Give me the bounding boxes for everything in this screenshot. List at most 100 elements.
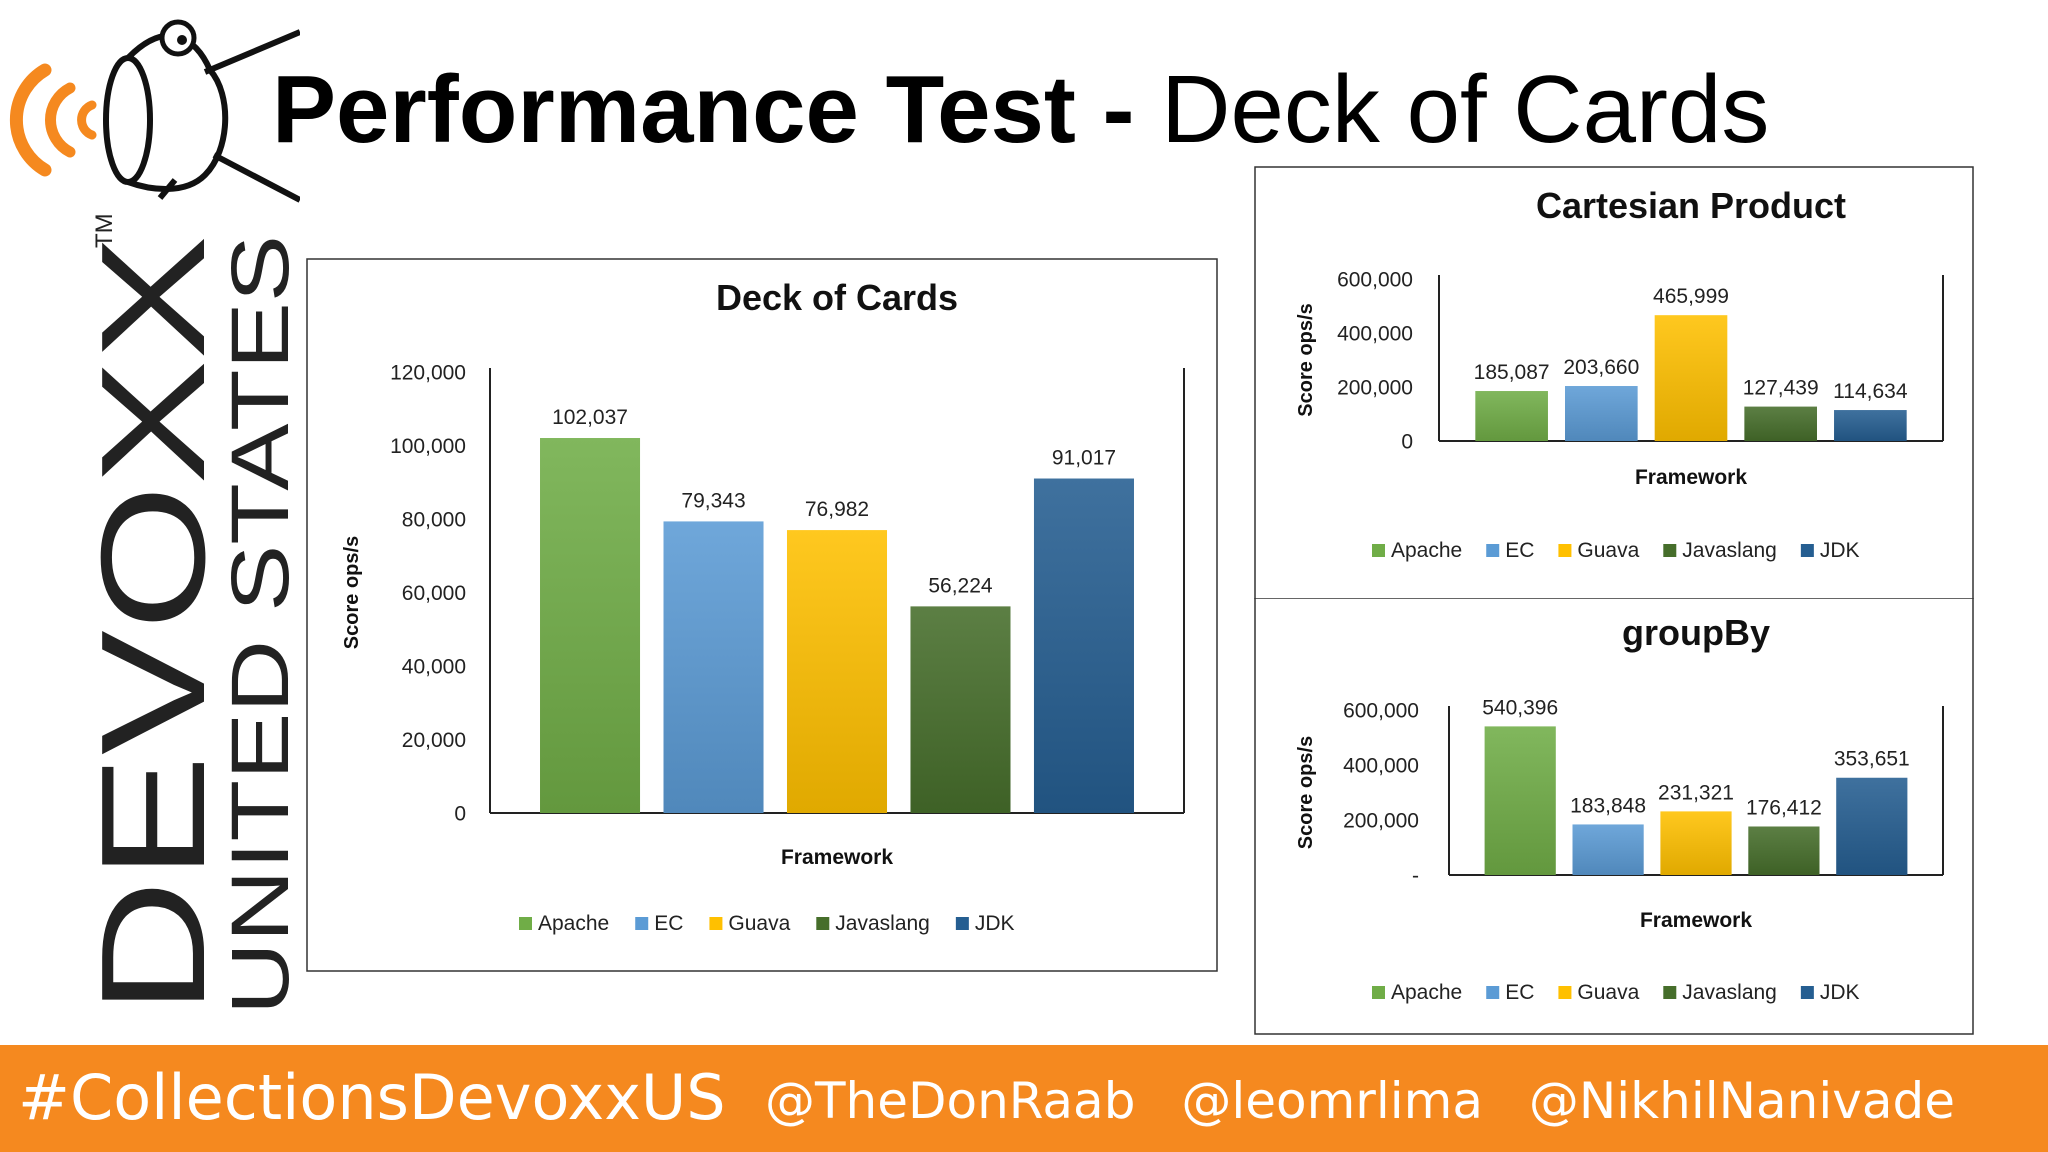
slide-title: Performance Test - Deck of Cards: [272, 55, 1769, 165]
legend-label: Apache: [1391, 981, 1462, 1004]
legend-label: JDK: [975, 912, 1015, 935]
legend-swatch: [1558, 986, 1572, 999]
legend-label: Javaslang: [1682, 539, 1777, 562]
y-tick-label: 60,000: [402, 582, 466, 605]
data-label: 114,634: [1833, 380, 1908, 403]
y-tick-label: 20,000: [402, 729, 466, 752]
handle-leomrlima: @leomrlima: [1181, 1072, 1483, 1130]
legend-swatch: [1800, 986, 1814, 999]
legend: Apache EC Guava Javaslang JDK: [519, 912, 1015, 935]
legend-label: EC: [654, 912, 683, 935]
data-label: 203,660: [1563, 356, 1639, 379]
legend-item-ec: EC: [1486, 981, 1534, 1004]
handle-nikhilnanivade: @NikhilNanivade: [1528, 1072, 1955, 1130]
bar-jdk: [1836, 777, 1908, 875]
chart-title: Cartesian Product: [1536, 185, 1846, 226]
bar-guava: [1654, 315, 1728, 441]
bar-jdk: [1033, 478, 1134, 813]
y-tick-label: 400,000: [1337, 322, 1413, 345]
y-tick-label: 0: [454, 802, 466, 825]
bar-apache: [540, 438, 641, 813]
logo-brand-text: DEVOXX: [71, 235, 236, 1015]
twitter-handles: @TheDonRaab @leomrlima @NikhilNanivade: [765, 1073, 1985, 1129]
y-axis-label: Score ops/s: [1295, 736, 1317, 849]
bar-javaslang: [1748, 826, 1820, 875]
footer-bar: #CollectionsDevoxxUS @TheDonRaab @leomrl…: [0, 1045, 2048, 1152]
bar-ec: [663, 521, 764, 813]
legend-label: Apache: [538, 912, 609, 935]
y-axis-label: Score ops/s: [1295, 303, 1317, 416]
data-label: 102,037: [552, 406, 628, 429]
legend-swatch: [955, 917, 969, 930]
legend-swatch: [1486, 544, 1500, 557]
data-label: 185,087: [1474, 361, 1550, 384]
chart-title: Deck of Cards: [716, 277, 958, 318]
data-label: 465,999: [1653, 285, 1729, 308]
bar-ec: [1572, 824, 1644, 875]
bar-jdk: [1834, 410, 1907, 441]
bar-ec: [1565, 386, 1638, 441]
legend-item-jdk: JDK: [1800, 539, 1860, 562]
legend-swatch: [1558, 544, 1572, 557]
legend-swatch: [1663, 544, 1677, 557]
legend-item-jdk: JDK: [1800, 981, 1860, 1004]
slide-title-light: Deck of Cards: [1161, 56, 1770, 163]
legend-label: Javaslang: [1682, 981, 1777, 1004]
legend-swatch: [1372, 544, 1385, 557]
groupby-chart: groupBy - 200,000 400,000 600,000 540,396 183,…: [1254, 598, 1974, 1035]
legend-swatch: [635, 917, 649, 930]
y-tick-label: 600,000: [1343, 699, 1419, 722]
chart-frame: [1254, 166, 1974, 599]
bar-guava: [786, 530, 888, 813]
bar-javaslang: [910, 606, 1011, 813]
chart-title: groupBy: [1622, 612, 1770, 653]
legend-label: Guava: [1577, 981, 1639, 1004]
slide-title-bold: Performance Test -: [272, 56, 1135, 163]
y-tick-label: 80,000: [402, 508, 466, 531]
legend-item-apache: Apache: [519, 912, 609, 935]
bar-javaslang: [1744, 406, 1817, 441]
y-tick-label: 200,000: [1337, 376, 1413, 399]
y-tick-label: 0: [1401, 430, 1413, 453]
devoxx-logo: DEVOXX UNITED STATES TM: [9, 19, 300, 1015]
data-label: 91,017: [1052, 447, 1116, 470]
legend-item-ec: EC: [1486, 539, 1534, 562]
legend-item-javaslang: Javaslang: [816, 912, 930, 935]
y-tick-label: 200,000: [1343, 809, 1419, 832]
legend-item-guava: Guava: [709, 912, 791, 935]
y-axis-label: Score ops/s: [341, 536, 363, 649]
y-tick-label: 400,000: [1343, 754, 1419, 777]
legend-swatch: [519, 917, 532, 930]
legend-item-javaslang: Javaslang: [1663, 539, 1777, 562]
devoxx-mascot-icon: [9, 19, 300, 203]
legend-item-javaslang: Javaslang: [1663, 981, 1777, 1004]
y-tick-label: 120,000: [390, 361, 466, 384]
legend-swatch: [816, 917, 830, 930]
data-label: 56,224: [928, 574, 993, 597]
legend-item-apache: Apache: [1372, 539, 1462, 562]
logo-trademark: TM: [91, 213, 118, 248]
data-label: 176,412: [1746, 796, 1822, 819]
data-label: 540,396: [1482, 696, 1558, 719]
x-axis-label: Framework: [781, 846, 893, 869]
cartesian-product-chart: Cartesian Product 0 200,000 400,000 600,000 1…: [1254, 166, 1974, 599]
deck-of-cards-chart: Deck of Cards 0 20,000 40,000 60,000 80,000 10…: [306, 258, 1218, 972]
y-tick-label: -: [1412, 864, 1419, 887]
legend-swatch: [709, 917, 723, 930]
data-label: 79,343: [681, 489, 745, 512]
y-tick-label: 100,000: [390, 435, 466, 458]
legend-item-guava: Guava: [1558, 981, 1640, 1004]
data-label: 353,651: [1834, 748, 1910, 771]
legend-swatch: [1372, 986, 1385, 999]
legend-item-jdk: JDK: [955, 912, 1015, 935]
legend-label: JDK: [1820, 981, 1860, 1004]
y-tick-label: 40,000: [402, 655, 466, 678]
bar-apache: [1475, 391, 1548, 441]
data-label: 231,321: [1658, 781, 1734, 804]
legend-swatch: [1486, 986, 1500, 999]
legend-item-ec: EC: [635, 912, 683, 935]
bar-apache: [1484, 726, 1556, 875]
logo-region-text: UNITED STATES: [215, 235, 300, 1015]
legend: Apache EC Guava Javaslang JDK: [1372, 981, 1860, 1004]
y-tick-label: 600,000: [1337, 268, 1413, 291]
